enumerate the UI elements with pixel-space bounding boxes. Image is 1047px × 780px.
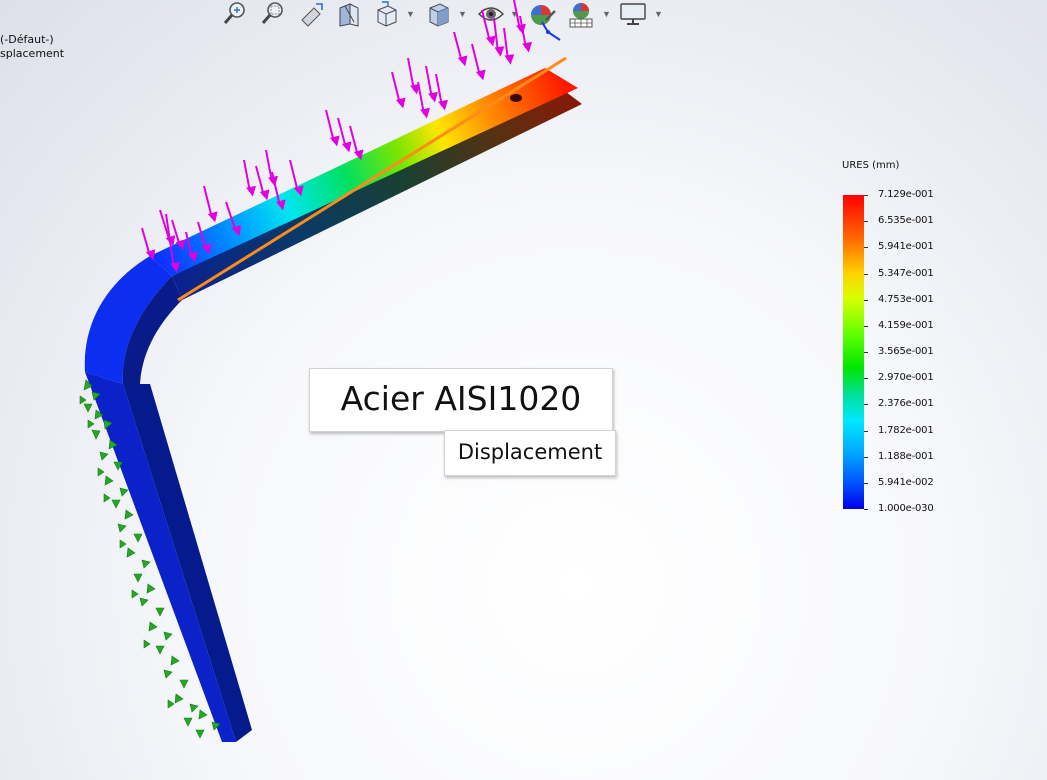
view-orientation-dropdown-icon[interactable]: ▼ [406,9,415,19]
legend-label: 7.129e-001 [878,189,934,200]
beam-corner-face [84,256,172,384]
legend-label: 5.941e-001 [878,241,934,253]
legend-label: 2.376e-001 [878,398,934,410]
view-settings-dropdown-icon[interactable]: ▼ [654,9,663,19]
legend-tick [864,221,868,223]
display-style-dropdown-icon[interactable]: ▼ [458,9,467,19]
deflection-reference-line [177,56,567,302]
display-style-icon[interactable] [424,0,454,28]
beam-corner-side-face [122,276,182,384]
view-settings-icon[interactable] [618,0,648,28]
hide-show-dropdown-icon[interactable]: ▼ [510,9,519,19]
legend-label: 5.941e-002 [878,476,934,488]
section-view-icon[interactable] [334,0,364,28]
legend-color-bar [843,195,864,509]
legend-label: 2.970e-001 [878,372,934,384]
beam-horizontal-side-face [172,89,582,300]
legend-tick [864,325,868,327]
legend-label: 4.753e-001 [878,293,934,305]
legend-tick [864,247,868,249]
load-arrows [141,0,532,273]
hide-show-items-icon[interactable] [476,0,506,28]
result-type-callout[interactable]: Displacement [444,430,616,476]
feature-tree-config-label[interactable]: (-Défaut-) [0,33,54,46]
feature-tree-plot-label[interactable]: splacement [0,47,65,60]
legend-tick [864,509,868,510]
legend-tick [864,195,868,196]
edit-appearance-icon[interactable] [528,0,558,28]
material-callout[interactable]: Acier AISI1020 [309,368,613,432]
beam-horizontal-top-face [150,68,578,276]
legend-label: 1.000e-030 [878,503,934,514]
apply-scene-dropdown-icon[interactable]: ▼ [602,9,611,19]
fixture-arrows [79,379,221,739]
beam-hole [510,94,522,102]
legend-title: URES (mm) [842,160,900,171]
triad-axis-icon [541,21,561,41]
legend-tick [864,404,868,406]
legend-label: 5.347e-001 [878,267,934,279]
legend-label: 1.188e-001 [878,450,934,462]
beam-vertical-face [85,372,236,742]
legend-label: 4.159e-001 [878,319,934,331]
legend-tick [864,299,868,301]
legend-label: 3.565e-001 [878,346,934,357]
previous-view-icon[interactable] [296,0,326,28]
legend-tick [864,456,868,458]
legend-tick [864,273,868,275]
legend-tick [864,378,868,380]
heads-up-view-toolbar: ▼ ▼ ▼ ▼ ▼ [220,0,670,28]
legend-label: 6.535e-001 [878,215,934,227]
beam-vertical-side-face [123,384,252,742]
view-orientation-icon[interactable] [372,0,402,28]
zoom-to-fit-icon[interactable] [220,0,250,28]
zoom-to-area-icon[interactable] [258,0,288,28]
legend-label: 1.782e-001 [878,424,934,436]
legend-tick [864,482,868,484]
results-legend[interactable]: URES (mm) 7.129e-001 6.535e-001 5.941e-001… [840,158,990,518]
legend-tick [864,352,868,353]
apply-scene-icon[interactable] [566,0,596,28]
beam-body[interactable] [84,68,582,742]
legend-tick [864,430,868,432]
